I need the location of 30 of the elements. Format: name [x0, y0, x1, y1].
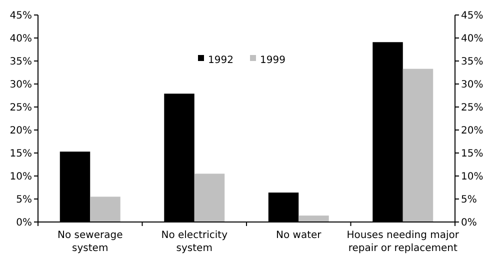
x-tick-label: No sewerage system	[58, 230, 123, 254]
bar	[90, 196, 120, 222]
y2-tick-label: 30%	[461, 80, 484, 90]
y2-tick-label: 40%	[461, 34, 484, 44]
y2-tick-label: 0%	[461, 218, 477, 228]
y2-tick-label: 20%	[461, 126, 484, 136]
bar	[402, 68, 434, 222]
y2-tick-label: 25%	[461, 102, 484, 114]
y-tick-label: 10%	[10, 172, 32, 182]
y-tick-label: 30%	[10, 80, 32, 90]
y-tick-label: 45%	[10, 10, 32, 22]
x-tick-label: No electricity system	[161, 230, 228, 254]
x-tick-label: No water	[276, 230, 322, 241]
bar	[194, 174, 225, 222]
y-tick-label: 40%	[10, 34, 32, 44]
y2-tick-label: 5%	[461, 194, 477, 206]
y-tick-label: 25%	[10, 102, 32, 114]
x-tick-label: Houses needing major repair or replacement	[346, 230, 460, 254]
legend-label: 1992	[208, 55, 234, 66]
legend-label: 1999	[260, 55, 286, 66]
y-tick-label: 35%	[10, 56, 32, 68]
bar	[298, 216, 329, 222]
y2-tick-label: 45%	[461, 10, 484, 22]
y-tick-label: 20%	[10, 126, 32, 136]
y-tick-label: 5%	[16, 194, 32, 206]
y2-tick-label: 15%	[461, 148, 484, 160]
y2-tick-label: 35%	[461, 56, 484, 68]
y2-tick-label: 10%	[461, 172, 484, 182]
y-tick-label: 15%	[10, 148, 32, 160]
y-tick-label: 0%	[16, 218, 32, 228]
